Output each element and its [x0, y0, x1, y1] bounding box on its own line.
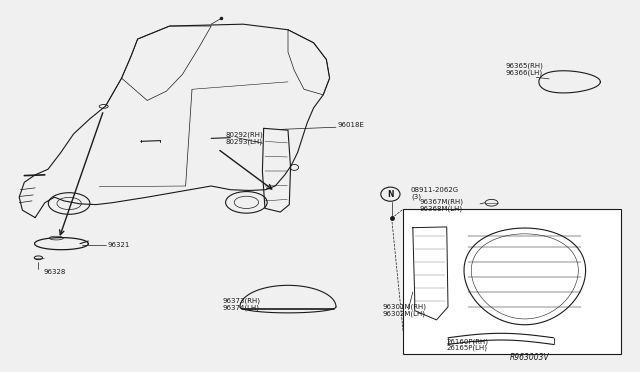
- Text: 26165P(LH): 26165P(LH): [447, 345, 488, 352]
- Text: 96366(LH): 96366(LH): [506, 70, 543, 76]
- Text: 96374(LH): 96374(LH): [222, 304, 259, 311]
- Text: 96328: 96328: [44, 269, 66, 275]
- Text: 80293(LH): 80293(LH): [225, 138, 262, 145]
- Text: 96365(RH): 96365(RH): [506, 63, 543, 70]
- Text: 96373(RH): 96373(RH): [222, 297, 260, 304]
- Text: 96301M(RH): 96301M(RH): [383, 304, 427, 310]
- Text: N: N: [387, 190, 394, 199]
- Text: 96302M(LH): 96302M(LH): [383, 310, 426, 317]
- Text: 96368M(LH): 96368M(LH): [419, 205, 462, 212]
- Text: 96321: 96321: [108, 242, 130, 248]
- Bar: [403, 209, 621, 354]
- Text: 80292(RH): 80292(RH): [225, 131, 263, 138]
- Text: 26160P(RH): 26160P(RH): [447, 338, 489, 345]
- Text: 96367M(RH): 96367M(RH): [419, 198, 463, 205]
- Text: (3): (3): [411, 194, 421, 201]
- Text: 96018E: 96018E: [338, 122, 365, 128]
- Text: 08911-2062G: 08911-2062G: [411, 187, 459, 193]
- Text: R963003V: R963003V: [509, 353, 549, 362]
